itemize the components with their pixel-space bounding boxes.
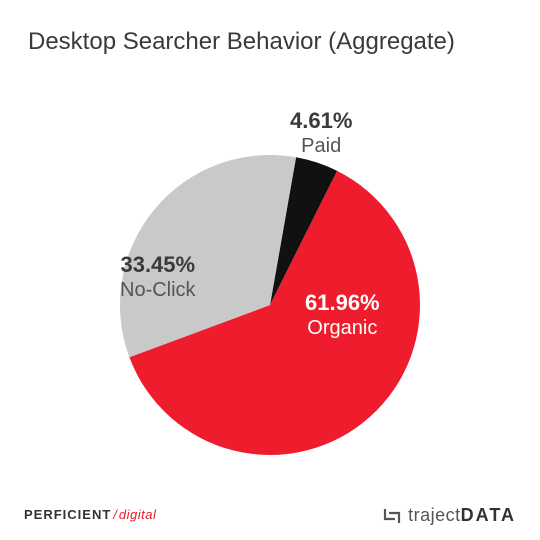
- traject-logo-icon: [382, 506, 402, 526]
- slice-name: Paid: [290, 134, 352, 158]
- brand-left-part1: PERFICIENT: [24, 507, 111, 522]
- brand-right-bold: DATA: [461, 505, 516, 525]
- pie-chart: [0, 0, 540, 540]
- slice-percent: 61.96%: [305, 290, 380, 316]
- brand-traject-data: trajectDATA: [382, 505, 516, 526]
- slice-name: Organic: [305, 316, 380, 340]
- slice-name: No-Click: [120, 278, 196, 302]
- brand-right-text: trajectDATA: [408, 505, 516, 526]
- slice-label-organic: 61.96%Organic: [305, 290, 380, 340]
- brand-right-light: traject: [408, 505, 461, 525]
- slice-label-paid: 4.61%Paid: [290, 108, 352, 158]
- slice-percent: 33.45%: [120, 252, 196, 278]
- brand-left-part2: digital: [119, 507, 156, 522]
- footer: PERFICIENT/digital trajectDATA: [0, 488, 540, 528]
- slice-label-no-click: 33.45%No-Click: [120, 252, 196, 302]
- slice-percent: 4.61%: [290, 108, 352, 134]
- brand-left-slash: /: [113, 507, 118, 522]
- brand-perficient-digital: PERFICIENT/digital: [24, 507, 156, 522]
